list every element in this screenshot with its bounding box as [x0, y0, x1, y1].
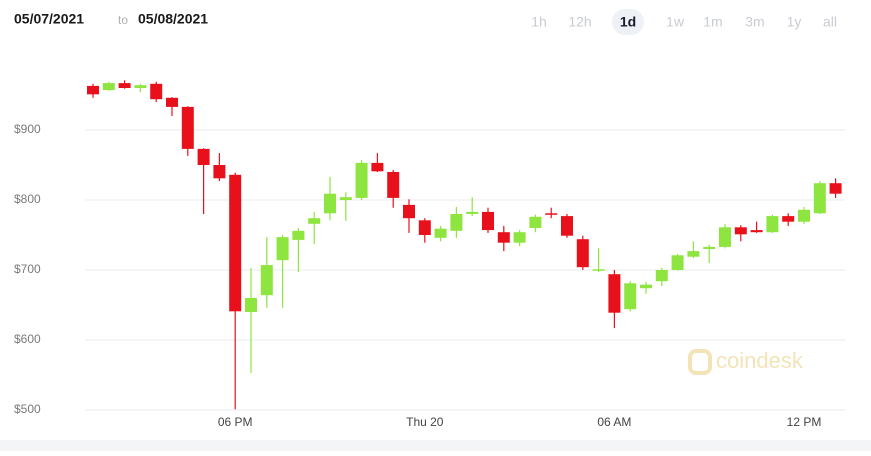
date-to: 05/08/2021 [138, 11, 208, 27]
candle-body [719, 227, 731, 247]
candle-body [766, 216, 779, 233]
range-button[interactable]: 1y [787, 14, 802, 30]
candle-body [102, 83, 115, 91]
watermark: coindesk [688, 348, 804, 375]
candle-body [150, 83, 163, 100]
candle-body [166, 97, 178, 107]
candle-body [529, 216, 542, 228]
range-button[interactable]: 3m [745, 14, 764, 30]
candle-body [798, 209, 810, 222]
candle-body [592, 269, 605, 271]
candle-body [197, 148, 210, 165]
candle-body [703, 246, 716, 249]
x-tick-label: 06 PM [218, 415, 253, 429]
candle-body [371, 162, 384, 172]
candle-body [134, 85, 147, 88]
candle-body [292, 230, 305, 240]
watermark-text: coindesk [716, 348, 804, 373]
candle-body [640, 284, 652, 289]
date-from: 05/07/2021 [14, 11, 84, 27]
y-tick-label: $600 [14, 332, 41, 346]
candle-body [181, 106, 194, 149]
candle-body [245, 298, 257, 312]
date-to-word: to [118, 13, 128, 27]
range-button[interactable]: 1h [531, 14, 547, 30]
candle-body [655, 270, 668, 282]
candle-body [671, 255, 684, 270]
candle-body [576, 239, 589, 268]
candle-body [624, 283, 637, 310]
candle-body [87, 85, 99, 95]
x-tick-label: 12 PM [787, 415, 822, 429]
candle-body [782, 216, 795, 222]
candle-body [276, 237, 289, 261]
candle-body [229, 174, 242, 312]
candle-body [687, 251, 700, 257]
candle-body [434, 228, 447, 238]
candle-body [513, 232, 526, 243]
candle-body [750, 230, 763, 233]
watermark-logo [688, 349, 712, 375]
candle-body [608, 274, 621, 313]
y-tick-label: $900 [14, 122, 41, 136]
candle-body [829, 183, 842, 194]
candle-body [813, 183, 826, 214]
candle-body [355, 162, 368, 198]
range-button[interactable]: 12h [568, 14, 591, 30]
candle-body [308, 218, 321, 224]
candle-body [450, 214, 463, 231]
range-button[interactable]: 1m [703, 14, 722, 30]
range-button[interactable]: all [823, 14, 837, 30]
y-tick-label: $500 [14, 402, 41, 416]
candle-body [561, 216, 573, 236]
candle-body [418, 220, 431, 235]
candle-body [387, 172, 400, 198]
candle-body [324, 193, 336, 214]
candle-body [497, 232, 510, 243]
range-button[interactable]: 1w [666, 14, 685, 30]
range-button[interactable]: 1d [620, 14, 636, 30]
candle-body [545, 213, 558, 215]
x-tick-label: 06 AM [597, 415, 631, 429]
range-selected-bg [612, 9, 644, 35]
candle-body [118, 83, 131, 88]
x-tick-label: Thu 20 [406, 415, 444, 429]
candle-body [339, 197, 352, 200]
footer-strip [0, 440, 871, 451]
candle-body [403, 204, 415, 219]
candle-body [466, 211, 479, 214]
y-tick-label: $700 [14, 262, 41, 276]
candle-body [734, 227, 747, 235]
candle-body [482, 211, 494, 231]
y-tick-label: $800 [14, 192, 41, 206]
candle-body [213, 165, 226, 179]
candle-body [260, 265, 273, 296]
